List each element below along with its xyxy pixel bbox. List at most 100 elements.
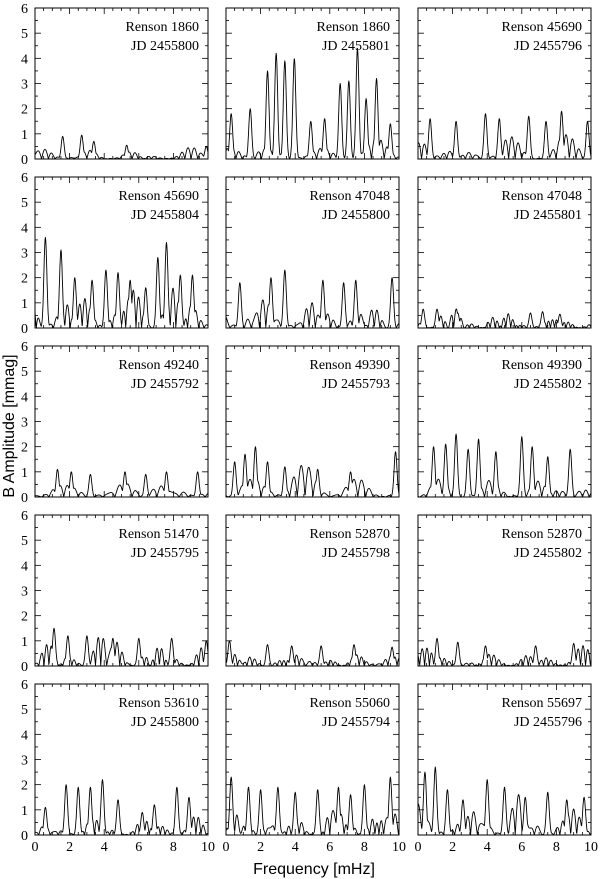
- x-tick-label: 0: [415, 840, 422, 855]
- x-tick-label: 10: [392, 840, 406, 855]
- amplitude-spectrum-line: [225, 269, 400, 329]
- panel-jd-label: JD 2455800: [322, 208, 390, 223]
- panel-star-label: Renson 55060: [310, 696, 391, 711]
- panel-1: 0 1 2 3 4 5 6 Renson 1860 JD 2455800: [21, 2, 209, 168]
- panel-star-label: Renson 52870: [310, 527, 391, 542]
- amplitude-spectrum-line: [34, 779, 209, 836]
- x-tick-label: 10: [584, 840, 598, 855]
- panel-jd-label: JD 2455800: [131, 39, 199, 54]
- panel-star-label: Renson 52870: [502, 527, 583, 542]
- panel-star-label: Renson 1860: [317, 20, 391, 35]
- y-tick-label: 3: [21, 247, 28, 262]
- panel-6: Renson 47048 JD 2455801: [417, 176, 592, 329]
- x-tick-label: 0: [223, 840, 230, 855]
- y-tick-label: 2: [21, 272, 28, 287]
- x-tick-label: 6: [326, 840, 333, 855]
- x-tick-label: 4: [484, 840, 491, 855]
- y-tick-label: 5: [21, 196, 28, 211]
- panel-jd-label: JD 2455801: [322, 39, 390, 54]
- y-tick-label: 0: [21, 322, 28, 337]
- x-tick-label: 10: [201, 840, 215, 855]
- x-tick-label: 2: [66, 840, 73, 855]
- y-tick-label: 2: [21, 441, 28, 456]
- panel-8: Renson 49390 JD 2455793: [225, 345, 400, 498]
- amplitude-spectrum-line: [34, 468, 209, 498]
- panel-star-label: Renson 1860: [126, 20, 200, 35]
- y-tick-label: 2: [21, 610, 28, 625]
- x-tick-label: 6: [518, 840, 525, 855]
- panel-3: Renson 45690 JD 2455796: [417, 7, 592, 160]
- y-tick-label: 5: [21, 703, 28, 718]
- x-axis-title: Frequency [mHz]: [253, 861, 375, 878]
- panel-jd-label: JD 2455795: [131, 546, 199, 561]
- y-tick-label: 0: [21, 829, 28, 844]
- panel-jd-label: JD 2455804: [131, 208, 199, 223]
- panel-star-label: Renson 51470: [119, 527, 200, 542]
- amplitude-spectrum-line: [417, 433, 592, 498]
- x-tick-label: 8: [553, 840, 560, 855]
- y-tick-label: 2: [21, 779, 28, 794]
- y-tick-label: 3: [21, 78, 28, 93]
- y-tick-label: 1: [21, 804, 28, 819]
- amplitude-spectrum-line: [34, 627, 209, 667]
- panel-star-label: Renson 53610: [119, 696, 200, 711]
- x-tick-label: 4: [101, 840, 108, 855]
- y-tick-label: 6: [21, 340, 28, 355]
- amplitude-spectrum-line: [225, 446, 400, 498]
- panel-jd-label: JD 2455796: [514, 39, 582, 54]
- y-tick-label: 6: [21, 509, 28, 524]
- panel-jd-label: JD 2455798: [322, 546, 390, 561]
- y-tick-label: 3: [21, 754, 28, 769]
- y-axis-title: B Amplitude [mmag]: [1, 354, 18, 497]
- amplitude-spectrum-line: [34, 134, 209, 160]
- panel-grid: 0 1 2 3 4 5 6 Renson 1860 JD 2455800 Renson 1860 J…: [21, 2, 598, 855]
- amplitude-spectrum-line: [225, 640, 400, 667]
- y-tick-label: 4: [21, 52, 28, 67]
- x-tick-label: 2: [257, 840, 264, 855]
- amplitude-spectrum-line: [417, 637, 592, 667]
- x-tick-label: 8: [170, 840, 177, 855]
- y-tick-label: 1: [21, 635, 28, 650]
- amplitude-spectrum-line: [417, 110, 592, 160]
- amplitude-spectrum-line: [417, 308, 592, 329]
- panel-10: 0 1 2 3 4 5 6 Renson 51470 JD 2455795: [21, 509, 209, 675]
- panel-star-label: Renson 47048: [502, 189, 583, 204]
- panel-jd-label: JD 2455801: [514, 208, 582, 223]
- y-tick-label: 4: [21, 390, 28, 405]
- y-tick-label: 3: [21, 585, 28, 600]
- panel-star-label: Renson 47048: [310, 189, 391, 204]
- y-tick-label: 0: [21, 153, 28, 168]
- y-tick-label: 1: [21, 466, 28, 481]
- amplitude-spectrum-line: [225, 776, 400, 836]
- y-tick-label: 1: [21, 128, 28, 143]
- panel-15: 0 2 4 6 8 10 Renson 55697 JD 2455796: [415, 683, 598, 855]
- y-tick-label: 5: [21, 27, 28, 42]
- y-tick-label: 0: [21, 660, 28, 675]
- y-tick-label: 6: [21, 171, 28, 186]
- panel-14: 0 2 4 6 8 10 Renson 55060 JD 2455794: [223, 683, 406, 855]
- panel-star-label: Renson 49390: [310, 358, 391, 373]
- panel-star-label: Renson 49240: [119, 358, 200, 373]
- panel-jd-label: JD 2455796: [514, 715, 582, 730]
- panel-jd-label: JD 2455793: [322, 377, 390, 392]
- panel-star-label: Renson 49390: [502, 358, 583, 373]
- panel-12: Renson 52870 JD 2455802: [417, 514, 592, 667]
- y-tick-label: 3: [21, 416, 28, 431]
- amplitude-spectrum-line: [34, 236, 209, 329]
- amplitude-spectrum-line: [417, 766, 592, 836]
- y-tick-label: 0: [21, 491, 28, 506]
- x-tick-label: 2: [449, 840, 456, 855]
- panel-jd-label: JD 2455802: [514, 377, 582, 392]
- panel-star-label: Renson 55697: [502, 696, 583, 711]
- y-tick-label: 4: [21, 728, 28, 743]
- panel-jd-label: JD 2455792: [131, 377, 199, 392]
- y-tick-label: 6: [21, 2, 28, 17]
- y-tick-label: 6: [21, 678, 28, 693]
- panel-2: Renson 1860 JD 2455801: [225, 7, 400, 160]
- y-tick-label: 2: [21, 103, 28, 118]
- y-tick-label: 5: [21, 534, 28, 549]
- y-tick-label: 4: [21, 221, 28, 236]
- panel-13: 0 1 2 3 4 5 6 0 2 4 6 8 10 Renson 53610 JD 2455800: [21, 678, 215, 855]
- panel-9: Renson 49390 JD 2455802: [417, 345, 592, 498]
